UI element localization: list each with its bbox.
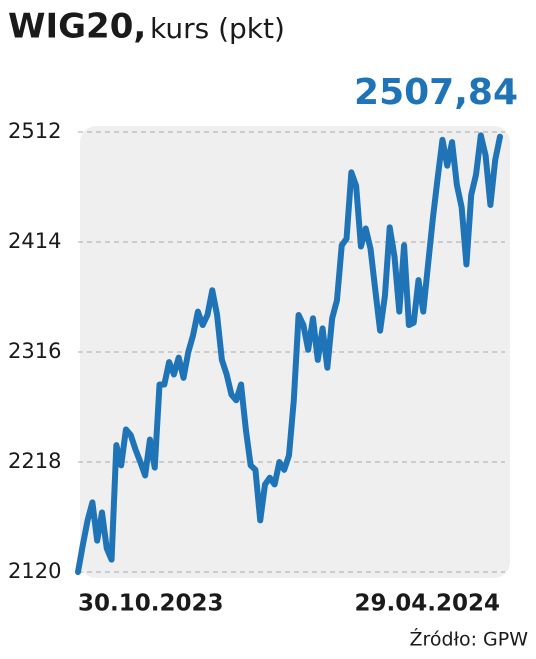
chart-title: WIG20, (8, 7, 146, 47)
y-tick-label: 2316 (8, 339, 61, 363)
value-label: 2507,84 (354, 72, 518, 113)
y-tick-label: 2120 (8, 559, 61, 583)
y-tick-label: 2512 (8, 119, 61, 143)
source: Źródło: GPW (409, 628, 528, 651)
line (75, 132, 503, 575)
y-tick-label: 2414 (8, 229, 61, 253)
y-tick-label: 2218 (8, 449, 61, 473)
x-tick-label: 30.10.2023 (78, 591, 224, 617)
x-tick-label: 29.04.2024 (354, 591, 500, 617)
chart-subtitle: kurs (pkt) (150, 12, 285, 45)
